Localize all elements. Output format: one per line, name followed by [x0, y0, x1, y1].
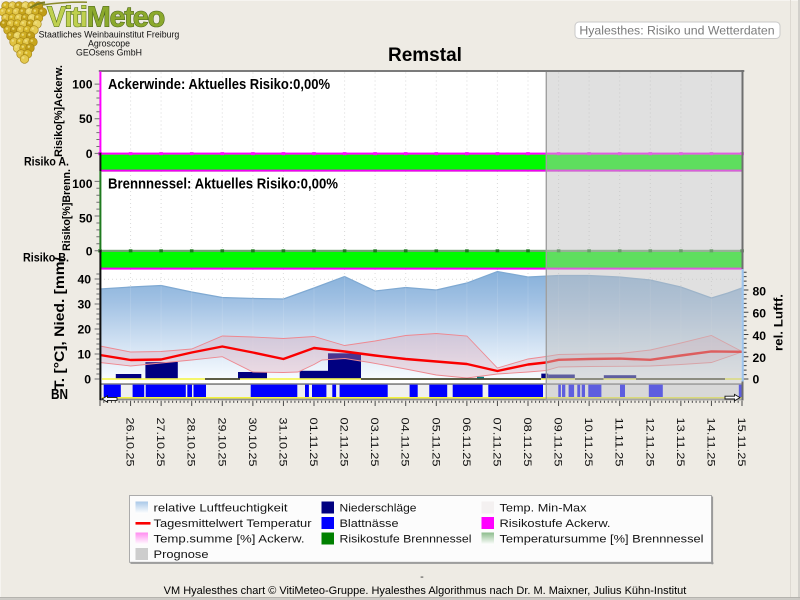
svg-text:rel. Luftf.: rel. Luftf.	[774, 294, 786, 351]
svg-text:Risikostufe Brennnessel: Risikostufe Brennnessel	[340, 534, 472, 546]
svg-text:50: 50	[79, 211, 93, 225]
svg-text:Ackerwinde: Aktuelles Risiko:0: Ackerwinde: Aktuelles Risiko:0,00%	[108, 77, 330, 93]
svg-text:80: 80	[753, 285, 767, 299]
svg-text:Risiko A.: Risiko A.	[24, 155, 69, 169]
svg-text:15.11.25: 15.11.25	[735, 418, 747, 467]
svg-text:relative Luftfeuchtigkeit: relative Luftfeuchtigkeit	[154, 503, 288, 515]
svg-text:09.11.25: 09.11.25	[552, 418, 564, 467]
svg-text:07.11.25: 07.11.25	[490, 418, 502, 467]
svg-text:11.11.25: 11.11.25	[613, 418, 625, 467]
svg-text:13.11.25: 13.11.25	[674, 418, 686, 467]
svg-text:100: 100	[72, 78, 93, 92]
svg-text:27.10.25: 27.10.25	[154, 418, 166, 467]
svg-text:T. [°C], Nied. [mm/: T. [°C], Nied. [mm/	[51, 257, 67, 390]
svg-text:Hyalesthes: Risiko und Wetterd: Hyalesthes: Risiko und Wetterdaten	[579, 23, 774, 37]
svg-text:Temperatursumme [%] Brennnesse: Temperatursumme [%] Brennnessel	[500, 534, 704, 546]
svg-text:28.10.25: 28.10.25	[185, 418, 197, 467]
svg-text:20: 20	[753, 351, 767, 365]
svg-text:0: 0	[86, 244, 93, 258]
svg-text:Risiko B.: Risiko B.	[23, 251, 69, 265]
svg-text:30: 30	[77, 298, 91, 312]
svg-text:40: 40	[77, 273, 91, 287]
svg-text:Risikostufe Ackerw.: Risikostufe Ackerw.	[500, 518, 611, 530]
svg-text:VitiMeteo: VitiMeteo	[47, 2, 165, 34]
svg-text:03.11.25: 03.11.25	[368, 418, 380, 467]
svg-text:Brennnessel: Aktuelles Risiko:: Brennnessel: Aktuelles Risiko:0,00%	[108, 176, 338, 192]
svg-text:100: 100	[72, 177, 93, 191]
svg-text:05.11.25: 05.11.25	[429, 418, 441, 467]
svg-text:26.10.25: 26.10.25	[124, 418, 136, 467]
svg-text:Blattnässe: Blattnässe	[340, 518, 399, 530]
svg-text:10.11.25: 10.11.25	[582, 418, 594, 467]
svg-text:0: 0	[86, 147, 93, 161]
svg-text:31.10.25: 31.10.25	[276, 418, 288, 467]
svg-text:BN: BN	[51, 387, 68, 403]
svg-text:-: -	[420, 571, 424, 583]
svg-text:60: 60	[753, 307, 767, 321]
svg-text:40: 40	[753, 329, 767, 343]
svg-text:14.11.25: 14.11.25	[704, 418, 716, 467]
svg-text:02.11.25: 02.11.25	[338, 418, 350, 467]
svg-text:12.11.25: 12.11.25	[643, 418, 655, 467]
svg-text:Temp.summe [%] Ackerw.: Temp.summe [%] Ackerw.	[154, 534, 305, 546]
svg-text:0: 0	[753, 372, 760, 386]
svg-text:08.11.25: 08.11.25	[521, 418, 533, 467]
svg-text:10: 10	[77, 348, 91, 362]
svg-text:Remstal: Remstal	[388, 45, 462, 66]
svg-text:30.10.25: 30.10.25	[246, 418, 258, 467]
svg-text:GEOsens GmbH: GEOsens GmbH	[76, 48, 142, 58]
svg-text:Niederschläge: Niederschläge	[340, 503, 417, 515]
svg-text:Staatliches Weinbauinstitut Fr: Staatliches Weinbauinstitut Freiburg	[39, 30, 180, 40]
svg-text:Risiko[%]Brenn.: Risiko[%]Brenn.	[61, 169, 73, 251]
svg-text:06.11.25: 06.11.25	[460, 418, 472, 467]
svg-text:Prognose: Prognose	[154, 549, 209, 561]
svg-text:Temp. Min-Max: Temp. Min-Max	[500, 503, 588, 515]
svg-text:29.10.25: 29.10.25	[215, 418, 227, 467]
svg-text:Agroscope: Agroscope	[88, 39, 130, 49]
svg-text:Tagesmittelwert Temperatur: Tagesmittelwert Temperatur	[154, 518, 312, 530]
svg-text:0: 0	[84, 372, 91, 386]
svg-text:Risiko[%]Ackerw.: Risiko[%]Ackerw.	[53, 65, 65, 157]
svg-text:20: 20	[77, 323, 91, 337]
svg-text:04.11.25: 04.11.25	[399, 418, 411, 467]
svg-text:01.11.25: 01.11.25	[307, 418, 319, 467]
svg-text:VM Hyalesthes chart © VitiMete: VM Hyalesthes chart © VitiMeteo-Gruppe. …	[164, 585, 687, 597]
svg-text:50: 50	[79, 112, 93, 126]
